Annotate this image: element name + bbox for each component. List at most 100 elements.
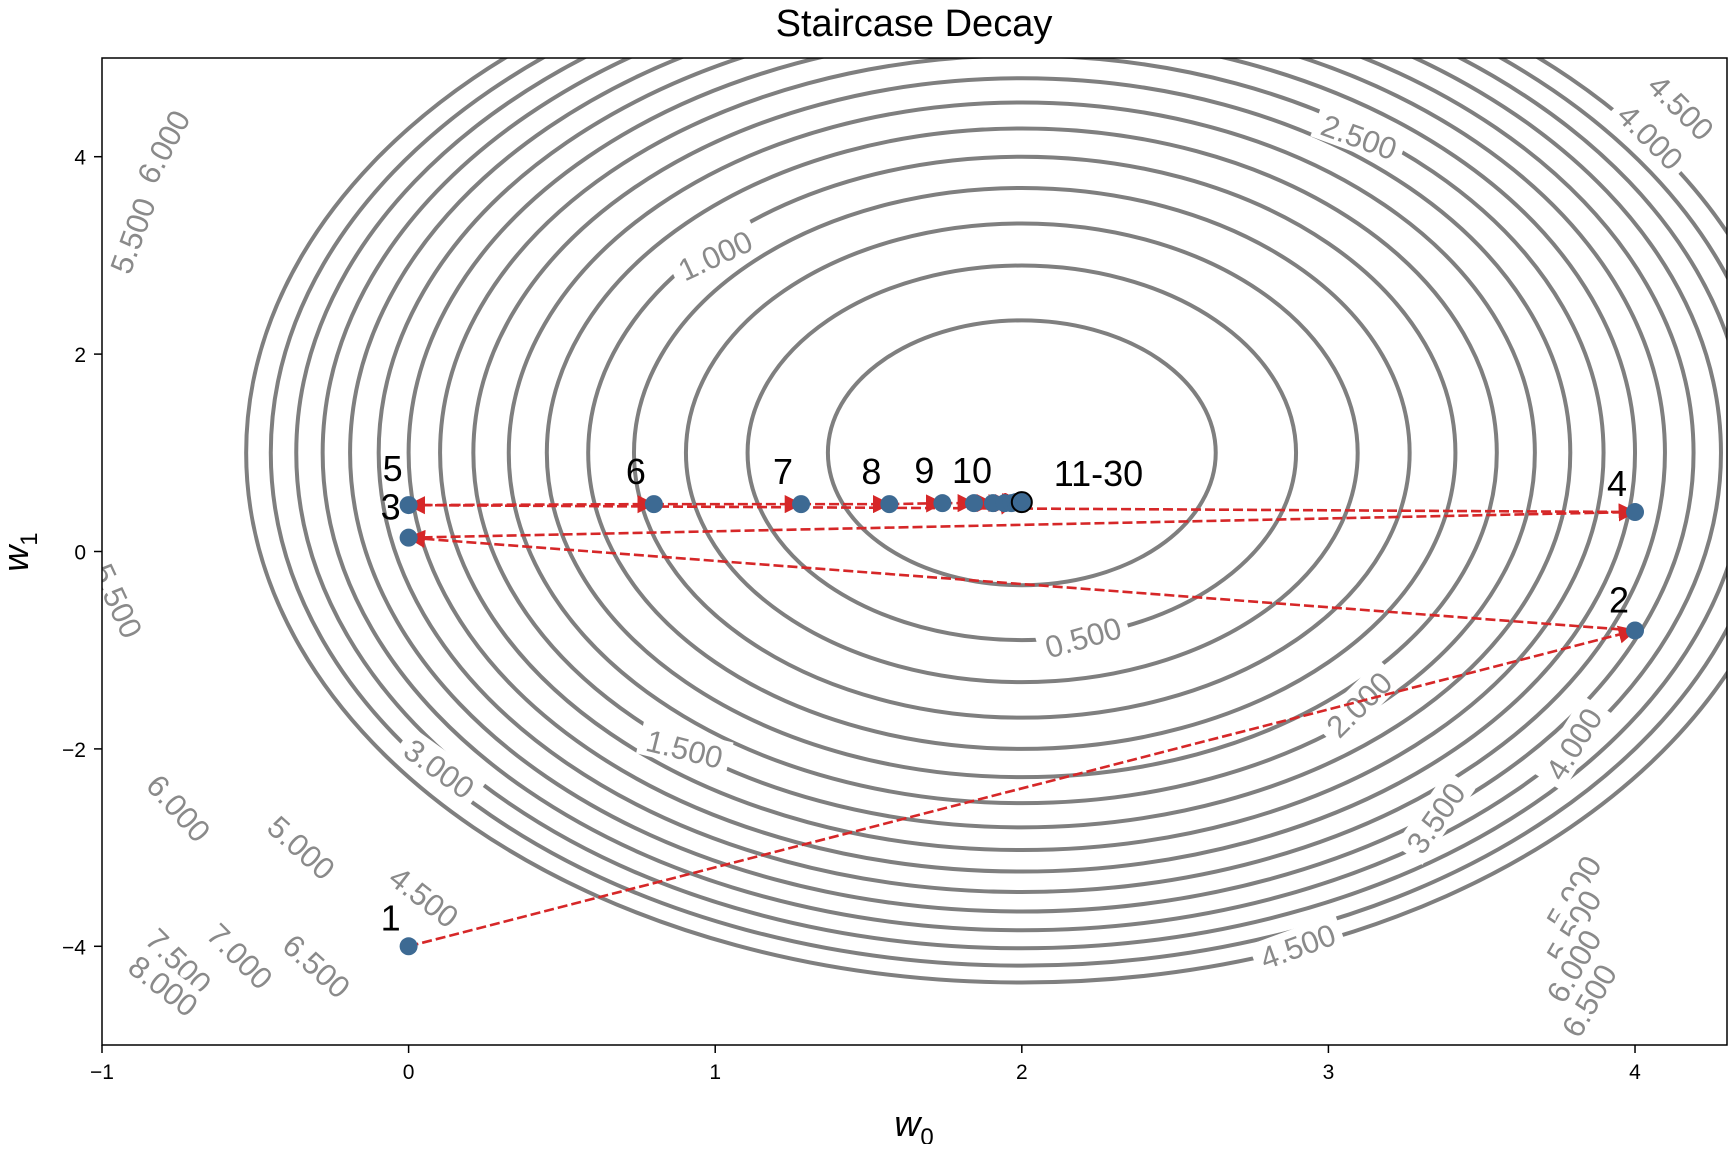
chart-title: Staircase Decay	[776, 3, 1053, 45]
contour-label-text: 5.500	[85, 559, 150, 644]
x-axis-ticks: −1 0 1 2 3 4	[90, 1045, 1641, 1084]
contour-label-text: 4.000	[1539, 702, 1610, 786]
path-point-30	[1012, 493, 1031, 512]
contour-label-bg	[1535, 877, 1611, 975]
contour-level-15	[244, 58, 1727, 985]
step-label-2: 2	[1609, 579, 1629, 620]
y-tick-label: −4	[62, 936, 86, 959]
contour-label-2: 1.500	[636, 720, 734, 776]
contour-label-12: 5.000	[256, 803, 348, 891]
contour-level-1	[745, 263, 1299, 643]
x-tick-label: 3	[1323, 1061, 1335, 1084]
contour-label-bg	[1550, 951, 1626, 1045]
contour-label-6: 3.500	[1394, 769, 1476, 865]
contour-label-5: 3.000	[392, 727, 488, 809]
contour-label-bg	[1534, 695, 1612, 792]
path-point-10	[964, 494, 983, 513]
contour-label-bg	[1033, 607, 1132, 666]
contour-label-15: 5.500	[85, 551, 154, 650]
contour-label-bg	[1248, 913, 1347, 978]
contour-label-17: 6.000	[125, 97, 200, 195]
contour-level-13	[294, 58, 1727, 951]
contour-label-bg	[134, 915, 224, 1005]
contour-label-bg	[377, 854, 472, 938]
x-tick-label: 2	[1016, 1061, 1028, 1084]
contour-level-3	[631, 185, 1412, 720]
step-label-9: 9	[914, 450, 934, 491]
contour-level-2	[683, 221, 1360, 685]
plot-frame	[101, 57, 1728, 1046]
contour-label-text: 4.500	[1255, 917, 1340, 976]
contour-label-bg	[102, 186, 164, 285]
x-tick-label: −1	[90, 1061, 114, 1084]
contour-level-7	[471, 76, 1573, 830]
descent-points	[399, 491, 1645, 956]
path-point-7	[792, 495, 811, 514]
path-point-1	[399, 937, 418, 956]
contour-label-bg	[271, 921, 363, 1009]
contour-label-bg	[102, 551, 154, 650]
x-axis-label: w0	[894, 1103, 933, 1144]
contour-label-3: 2.000	[1313, 659, 1403, 749]
path-segment-3	[408, 503, 1637, 539]
contour-label-bg	[1394, 769, 1476, 865]
contour-label-bg	[636, 720, 734, 776]
contour-label-bg	[135, 761, 223, 854]
contour-label-11: 4.500	[1248, 913, 1347, 978]
step-label-10: 10	[952, 450, 992, 491]
path-segment-5	[408, 495, 656, 514]
contour-level-11	[348, 58, 1696, 914]
contour-label-20: 6.500	[271, 921, 363, 1009]
path-point-8	[880, 495, 899, 514]
contour-label-bg	[256, 803, 348, 891]
step-label-7: 7	[773, 451, 793, 492]
contour-label-0: 0.500	[1033, 607, 1132, 666]
x-tick-label: 0	[403, 1061, 415, 1084]
contour-label-bg	[392, 727, 488, 809]
contour-level-0	[825, 318, 1218, 588]
y-tick-label: −2	[62, 739, 86, 762]
contour-level-14	[269, 58, 1727, 968]
path-segment-1	[408, 625, 1637, 948]
path-segment-2	[406, 529, 1636, 632]
step-labels: 1 2 3 4 5 6 7 8 9 10 11-30	[381, 448, 1629, 938]
path-point-6	[644, 495, 663, 514]
path-segment-4	[406, 496, 1636, 515]
contour-lines	[244, 58, 1727, 985]
x-tick-label: 1	[709, 1061, 721, 1084]
contour-level-6	[506, 100, 1537, 806]
y-axis-ticks: −4 −2 0 2 4	[62, 147, 102, 959]
path-point-2	[1626, 621, 1645, 640]
y-tick-label: 2	[74, 344, 86, 367]
contour-level-12	[320, 58, 1723, 933]
y-tick-label: 4	[74, 147, 86, 170]
contour-label-bg	[196, 910, 286, 1001]
contour-label-bg	[1313, 659, 1403, 749]
contour-label-bg	[1606, 91, 1696, 181]
contour-label-bg	[1535, 843, 1611, 940]
contour-label-bg	[1310, 104, 1409, 168]
contour-level-5	[544, 126, 1499, 780]
contour-label-bg	[1535, 917, 1611, 1014]
step-label-6: 6	[626, 451, 646, 492]
contour-level-10	[376, 58, 1667, 894]
contour-label-14: 5.500	[102, 186, 164, 285]
step-label-11-30: 11-30	[1054, 453, 1143, 494]
x-tick-label: 4	[1629, 1061, 1641, 1084]
path-point-3	[399, 528, 418, 547]
contour-level-4	[586, 154, 1458, 751]
contour-label-text: 6.000	[130, 105, 197, 190]
step-label-3: 3	[381, 487, 401, 528]
step-label-1: 1	[381, 897, 401, 938]
step-label-8: 8	[861, 451, 881, 492]
contour-level-8	[438, 58, 1606, 852]
contour-label-bg	[117, 943, 211, 1027]
path-point-9	[933, 494, 952, 513]
contour-label-4: 2.500	[1310, 104, 1409, 168]
step-label-5: 5	[383, 448, 403, 489]
y-tick-label: 0	[74, 542, 86, 565]
path-point-4	[1626, 503, 1645, 522]
final-point-outline	[1010, 491, 1033, 514]
